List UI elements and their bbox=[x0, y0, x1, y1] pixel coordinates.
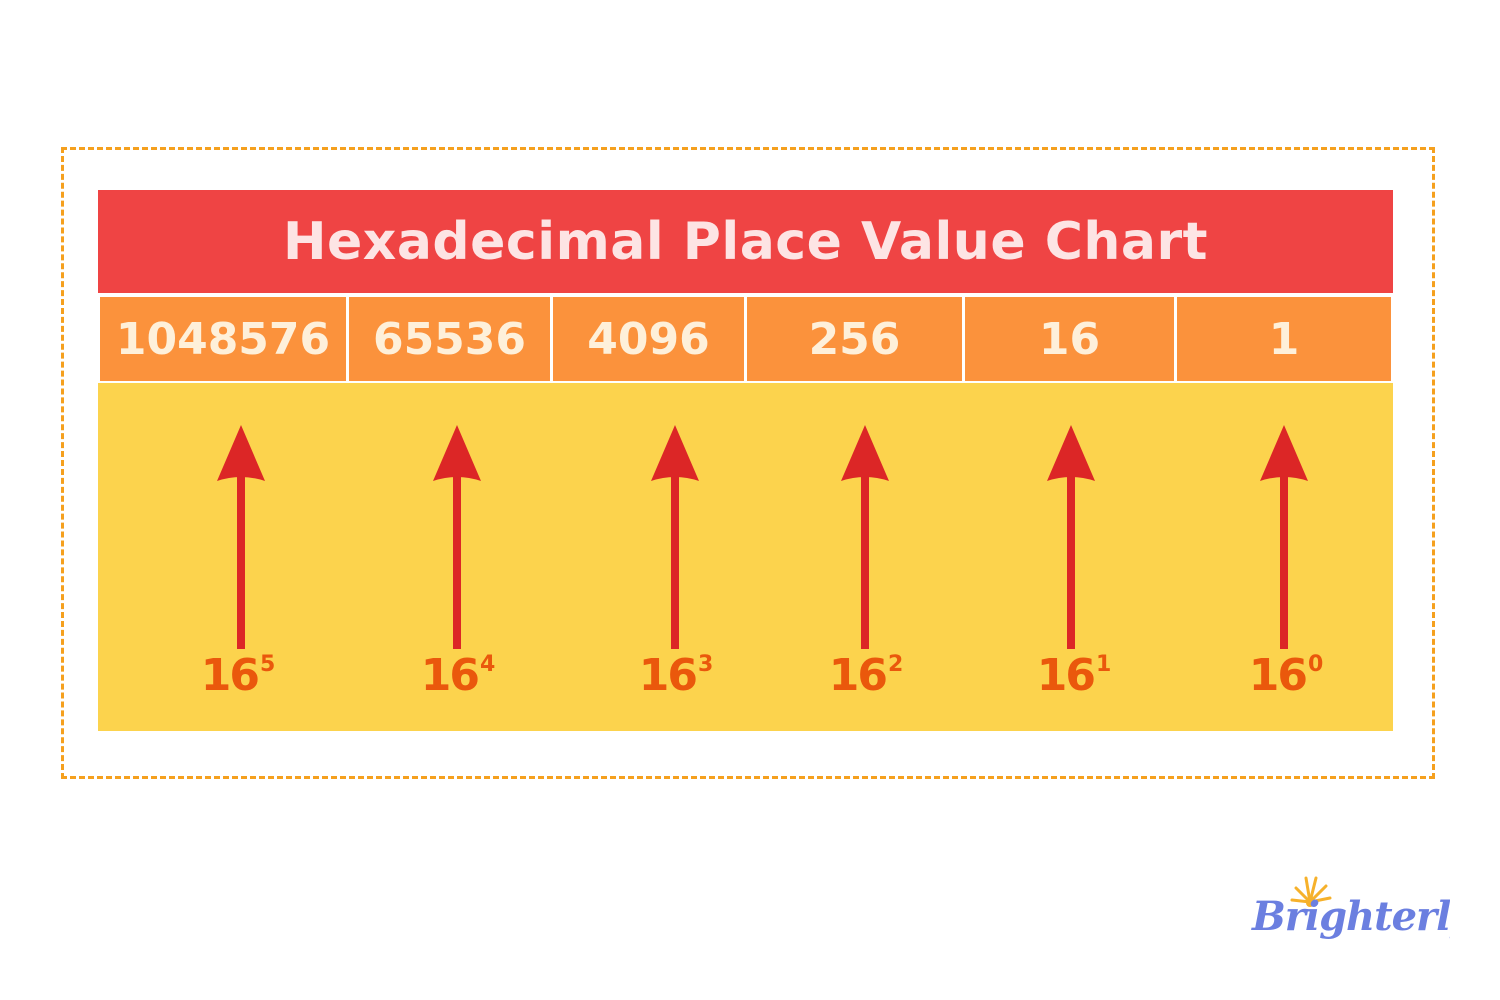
place-value-cell: 4096 bbox=[553, 297, 744, 381]
place-value-cell: 65536 bbox=[349, 297, 550, 381]
brighterly-logo: Brighterly bbox=[1250, 872, 1477, 952]
up-arrow-icon bbox=[840, 425, 890, 649]
place-value-cell: 1 bbox=[1177, 297, 1391, 381]
up-arrow-icon bbox=[650, 425, 700, 649]
sun-icon: Brighterly bbox=[1251, 876, 1477, 940]
power-label: 163 bbox=[638, 650, 714, 701]
place-value-cell: 256 bbox=[747, 297, 962, 381]
powers-panel bbox=[98, 383, 1393, 731]
up-arrow-icon bbox=[216, 425, 266, 649]
power-label: 160 bbox=[1248, 650, 1324, 701]
power-label: 161 bbox=[1036, 650, 1112, 701]
up-arrow-icon bbox=[432, 425, 482, 649]
place-value-cell: 16 bbox=[965, 297, 1174, 381]
chart-title-bar: Hexadecimal Place Value Chart bbox=[98, 190, 1393, 293]
up-arrow-icon bbox=[1046, 425, 1096, 649]
place-value-cell: 1048576 bbox=[100, 297, 346, 381]
chart-title: Hexadecimal Place Value Chart bbox=[283, 211, 1208, 272]
power-label: 162 bbox=[828, 650, 904, 701]
dashed-frame bbox=[61, 147, 1435, 779]
up-arrow-icon bbox=[1259, 425, 1309, 649]
power-label: 164 bbox=[420, 650, 496, 701]
logo-text: Brighterly bbox=[1251, 893, 1450, 940]
power-label: 165 bbox=[200, 650, 276, 701]
